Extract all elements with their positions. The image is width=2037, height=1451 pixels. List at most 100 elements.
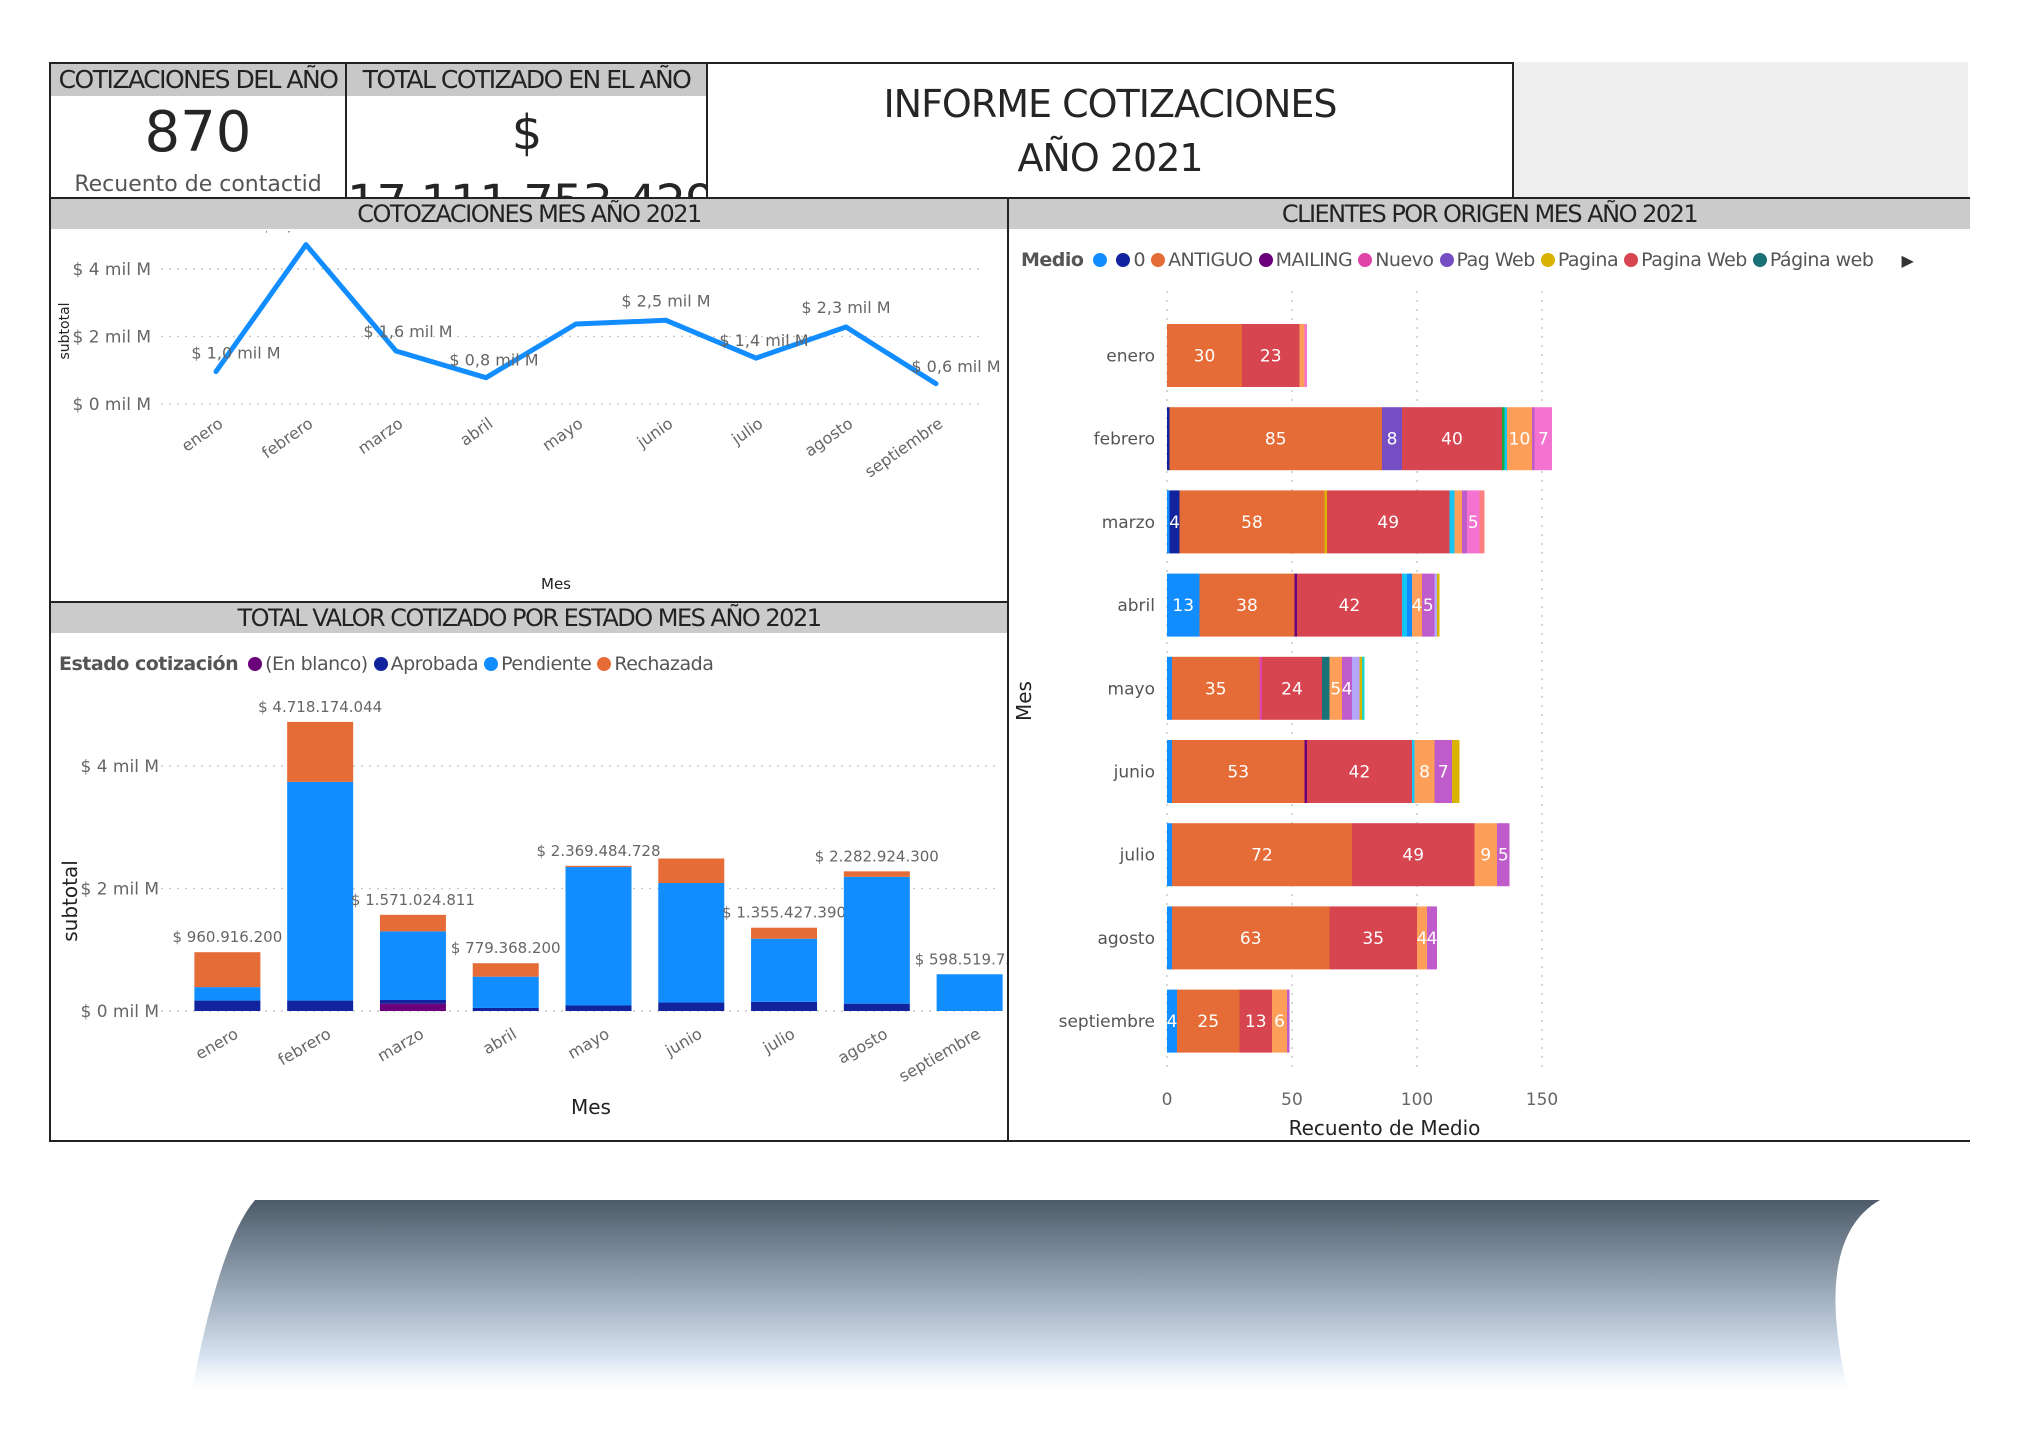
legend-item[interactable]: Aprobada <box>373 653 479 675</box>
kpi-subtitle: Recuento de contactid <box>74 172 322 194</box>
x-tick-label: 150 <box>1526 1090 1558 1110</box>
section-title: COTOZACIONES MES AÑO 2021 <box>51 199 1007 229</box>
legend-dot-icon <box>1540 253 1555 267</box>
bar-segment <box>843 871 910 877</box>
bar-segment <box>1167 656 1172 720</box>
y-tick-label: marzo <box>1102 513 1155 533</box>
legend-dot-icon <box>1151 253 1166 267</box>
x-tick-label: agosto <box>834 1024 890 1068</box>
segment-label: 40 <box>1441 430 1463 450</box>
segment-label: 4 <box>1342 679 1353 699</box>
bar-segment <box>565 1005 632 1011</box>
data-point <box>483 375 489 381</box>
y-tick-label: abril <box>1117 596 1155 616</box>
segment-label: 4 <box>1427 929 1438 949</box>
segment-label: 9 <box>1480 846 1491 866</box>
segment-label: 35 <box>1205 679 1227 699</box>
bar-segment <box>1167 740 1172 803</box>
x-axis-title: Mes <box>571 1095 611 1119</box>
bar-segment <box>1422 573 1435 637</box>
segment-label: 13 <box>1172 596 1194 616</box>
y-tick-label: $ 2 mil M <box>72 328 151 348</box>
bar-segment <box>1167 823 1172 887</box>
bar-segment <box>472 1007 539 1011</box>
bar-segment <box>1167 906 1172 970</box>
legend-dot-icon <box>1093 253 1108 267</box>
x-tick-label: febrero <box>275 1024 334 1069</box>
bar-segment <box>1304 324 1307 387</box>
bar-segment <box>1449 490 1455 554</box>
bar-segment <box>1242 324 1300 387</box>
bar-segment <box>1402 407 1502 471</box>
bar-segment <box>658 882 725 1003</box>
bar-segment <box>1307 740 1412 803</box>
legend-item[interactable]: Pagina Web <box>1624 249 1747 271</box>
bar-segment <box>1412 740 1415 803</box>
bar-segment <box>1342 656 1352 720</box>
x-tick-label: agosto <box>801 414 856 461</box>
segment-label: 85 <box>1265 430 1287 450</box>
legend-item[interactable]: Nuevo <box>1358 249 1434 271</box>
bar-segment <box>1294 573 1297 637</box>
bar-segment <box>1167 324 1242 387</box>
segment-label: 63 <box>1240 929 1262 949</box>
data-point <box>663 317 669 323</box>
bar-segment <box>1402 573 1407 637</box>
bar-segment <box>1504 407 1507 471</box>
legend-item[interactable]: Pagina <box>1540 249 1619 271</box>
legend-dot-icon <box>248 657 263 671</box>
x-tick-label: febrero <box>258 414 316 463</box>
legend-item[interactable]: Pag Web <box>1439 249 1535 271</box>
segment-label: 58 <box>1241 513 1263 533</box>
bar-segment <box>658 1002 725 1011</box>
y-axis-title: Mes <box>1012 681 1036 721</box>
bar-segment <box>1169 407 1382 471</box>
bar-segment <box>1262 656 1322 720</box>
bar-segment <box>1239 989 1272 1053</box>
stacked-chart-panel: TOTAL VALOR COTIZADO POR ESTADO MES AÑO … <box>49 601 1009 1142</box>
bar-segment <box>1534 407 1552 471</box>
legend-item[interactable]: ANTIGUO <box>1151 249 1253 271</box>
total-label: $ 2.282.924.300 <box>815 847 939 865</box>
data-point <box>303 242 309 248</box>
report-title: INFORME COTIZACIONES AÑO 2021 <box>706 62 1514 199</box>
legend-item[interactable]: MAILING <box>1258 249 1353 271</box>
segment-label: 49 <box>1377 513 1399 533</box>
legend-label: MAILING <box>1275 249 1353 271</box>
bar-segment <box>194 952 261 988</box>
y-tick-label: agosto <box>1097 929 1155 949</box>
x-axis-title: Mes <box>541 575 571 593</box>
stacked-column-chart: $ 0 mil M $ 2 mil M $ 4 mil M subtotal $ 960… <box>58 698 1007 1119</box>
segment-label: 42 <box>1339 596 1361 616</box>
legend-next-arrow-icon[interactable]: ▶ <box>1901 250 1914 270</box>
legend-item[interactable]: 0 <box>1116 249 1146 271</box>
bar-segment <box>287 781 354 1001</box>
segment-label: 10 <box>1509 430 1531 450</box>
data-label: $ 1,0 mil M <box>191 344 280 363</box>
bar-segment <box>1329 656 1342 720</box>
bar-segment <box>1437 573 1440 637</box>
y-tick-label: enero <box>1106 347 1155 367</box>
total-label: $ 1.355.427.390 <box>722 904 846 922</box>
legend-label: 0 <box>1133 249 1146 271</box>
report-title-line1: INFORME COTIZACIONES <box>883 81 1337 126</box>
legend-item[interactable]: (En blanco) <box>248 653 368 675</box>
bar-segment <box>843 1003 910 1011</box>
x-tick-label: 50 <box>1281 1090 1303 1110</box>
legend-item[interactable]: Página web <box>1752 249 1874 271</box>
legend-dot-icon <box>1116 253 1131 267</box>
legend-item[interactable]: Rechazada <box>597 653 714 675</box>
legend-dot-icon <box>1752 253 1767 267</box>
y-tick-label: $ 0 mil M <box>72 395 151 415</box>
bar-segment <box>1382 407 1402 471</box>
legend-item[interactable] <box>1093 253 1110 267</box>
data-label: $ 0,6 mil M <box>911 357 1000 376</box>
bar-segment <box>1462 490 1467 554</box>
bar-segment <box>1259 656 1262 720</box>
legend-label: (En blanco) <box>265 653 368 675</box>
bar-segment <box>1287 989 1290 1053</box>
legend-item[interactable]: Pendiente <box>484 653 592 675</box>
segment-label: 6 <box>1274 1012 1285 1032</box>
bar-segment <box>1427 906 1437 970</box>
legend-label: Rechazada <box>614 653 714 675</box>
